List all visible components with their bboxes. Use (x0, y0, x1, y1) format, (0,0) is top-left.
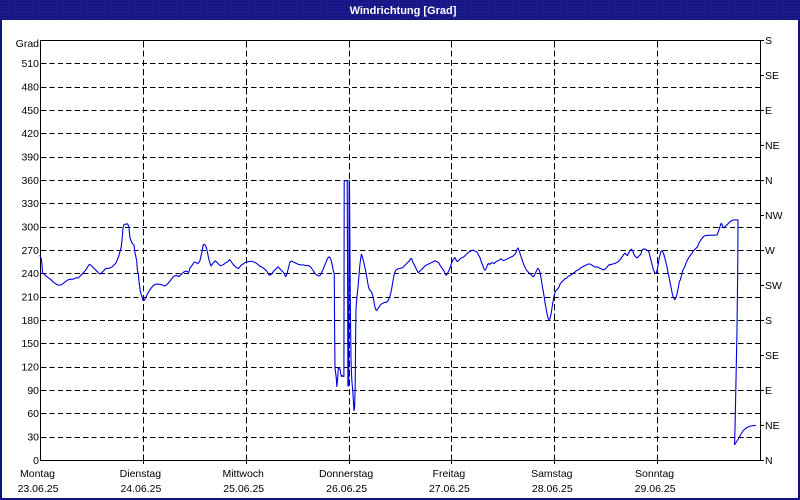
svg-text:270: 270 (21, 245, 39, 257)
svg-text:E: E (765, 105, 772, 117)
svg-text:Mittwoch: Mittwoch (222, 468, 264, 480)
svg-text:120: 120 (21, 362, 39, 374)
svg-text:N: N (765, 455, 773, 467)
svg-text:Freitag: Freitag (433, 468, 466, 480)
svg-text:27.06.25: 27.06.25 (429, 483, 470, 495)
svg-text:90: 90 (27, 385, 39, 397)
svg-text:330: 330 (21, 198, 39, 210)
svg-text:E: E (765, 385, 772, 397)
svg-text:28.06.25: 28.06.25 (532, 483, 573, 495)
svg-text:SW: SW (765, 280, 782, 292)
svg-text:180: 180 (21, 315, 39, 327)
svg-text:26.06.25: 26.06.25 (326, 483, 367, 495)
svg-text:420: 420 (21, 128, 39, 140)
svg-text:NE: NE (765, 420, 780, 432)
svg-text:390: 390 (21, 152, 39, 164)
svg-text:25.06.25: 25.06.25 (223, 483, 264, 495)
svg-text:Dienstag: Dienstag (120, 468, 162, 480)
svg-text:150: 150 (21, 338, 39, 350)
svg-text:NE: NE (765, 140, 780, 152)
svg-text:240: 240 (21, 268, 39, 280)
svg-text:Samstag: Samstag (531, 468, 573, 480)
svg-text:N: N (765, 175, 773, 187)
svg-text:24.06.25: 24.06.25 (120, 483, 161, 495)
svg-text:360: 360 (21, 175, 39, 187)
svg-text:Montag: Montag (20, 468, 55, 480)
svg-text:23.06.25: 23.06.25 (18, 483, 59, 495)
svg-text:300: 300 (21, 222, 39, 234)
svg-text:Windrichtung [Grad]: Windrichtung [Grad] (350, 5, 457, 17)
svg-text:Grad: Grad (16, 38, 40, 50)
svg-text:210: 210 (21, 292, 39, 304)
svg-text:Donnerstag: Donnerstag (319, 468, 373, 480)
svg-text:NW: NW (765, 210, 783, 222)
svg-text:480: 480 (21, 82, 39, 94)
svg-text:SE: SE (765, 350, 779, 362)
svg-text:SE: SE (765, 70, 779, 82)
svg-text:S: S (765, 315, 772, 327)
svg-text:0: 0 (33, 455, 39, 467)
svg-text:29.06.25: 29.06.25 (635, 483, 676, 495)
svg-text:450: 450 (21, 105, 39, 117)
svg-text:W: W (765, 245, 775, 257)
svg-text:60: 60 (27, 408, 39, 420)
svg-text:S: S (765, 35, 772, 47)
svg-text:Sonntag: Sonntag (635, 468, 674, 480)
svg-text:510: 510 (21, 58, 39, 70)
svg-text:30: 30 (27, 432, 39, 444)
